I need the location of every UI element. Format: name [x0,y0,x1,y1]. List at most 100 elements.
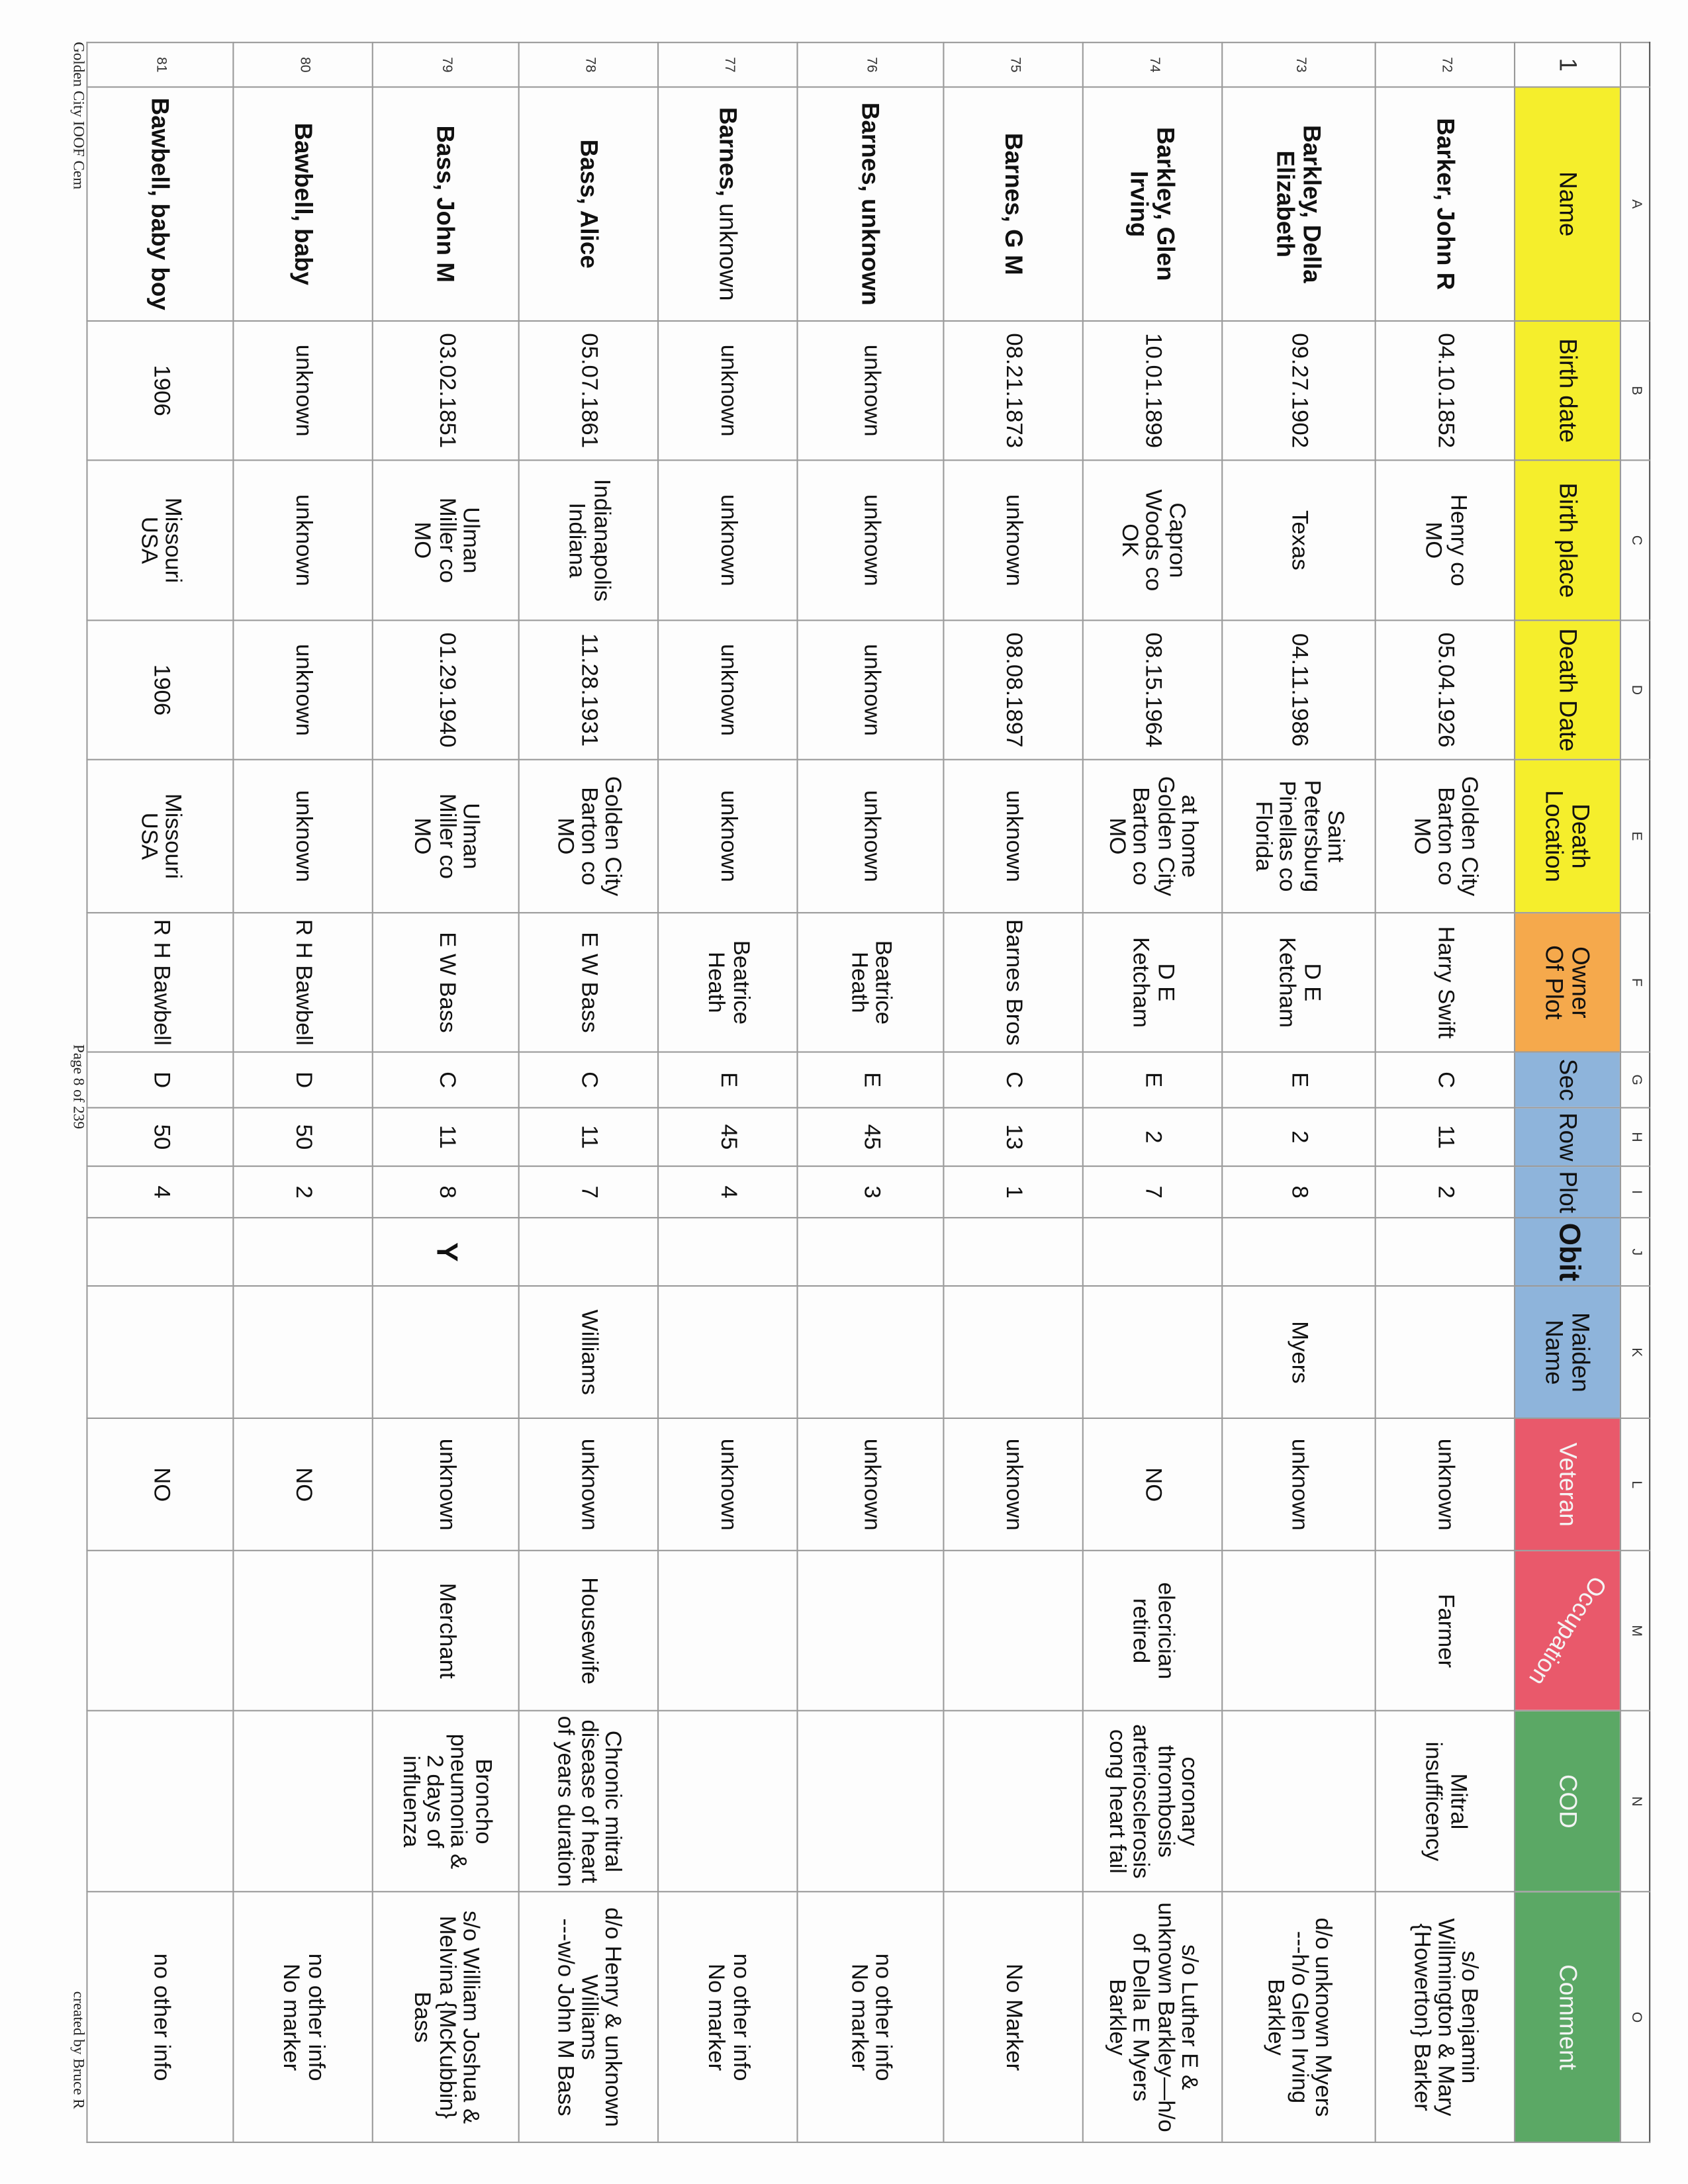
veteran-cell: unknown [518,1418,659,1551]
surname: Barnes, unknown [857,102,885,306]
maiden-name-cell [797,1286,944,1419]
row-number: 74 [1082,42,1223,87]
header-cell: Birth place [1515,460,1620,621]
section-cell: E [1082,1052,1223,1108]
header-label: Birth place [1554,482,1582,598]
death-date-cell: unknown [233,620,373,760]
footer-page-number: Page 8 of 239 [70,1044,87,1129]
veteran-cell: NO [233,1418,373,1551]
header-cell: Name [1515,87,1620,321]
birth-date-cell: 04.10.1852 [1375,320,1515,461]
plot-owner-cell: R H Bawbell [87,913,234,1052]
name-cell: Barnes, unknown [797,87,944,321]
section-cell: E [658,1052,798,1108]
birth-place-cell: Ulman Miller co MO [372,460,519,621]
birth-date-cell: unknown [233,320,373,461]
death-date-cell: 04.11.1986 [1222,620,1376,760]
section-cell: C [943,1052,1083,1108]
header-row: 1 Name Birth date Birth place Death Date Deat… [1515,42,1620,2143]
comment-cell: s/o Benjamin Willmington & Mary {Howerto… [1375,1891,1515,2143]
header-label: Occupation [1523,1571,1613,1691]
birth-place-cell: Indianapolis Indiana [518,460,659,621]
birth-place-cell: Capron Woods co OK [1082,460,1223,621]
row-number: 73 [1222,42,1376,87]
plot-owner-cell: D E Ketcham [1222,913,1376,1052]
cause-of-death-cell: Broncho pneumonia & 2 days of influenza [372,1711,519,1892]
table-row: 79 Bass, John M 03.02.1851 Ulman Miller co … [372,42,519,2143]
occupation-cell [233,1551,373,1711]
surname: Barker, John R [1431,118,1460,291]
death-date-cell: 01.29.1940 [372,620,519,760]
death-location-cell: unknown [658,759,798,913]
column-letter: L [1620,1418,1650,1551]
row-cell: 13 [943,1107,1083,1167]
veteran-cell: unknown [372,1418,519,1551]
header-cell: Row [1515,1107,1620,1167]
occupation-cell [87,1551,234,1711]
death-date-cell: 1906 [87,620,234,760]
header-label: Veteran [1554,1442,1582,1527]
birth-place-cell: unknown [658,460,798,621]
surname: Bawbell, baby boy [146,97,175,310]
name-cell: Bawbell, baby boy [87,87,234,321]
row-cell: 50 [233,1107,373,1167]
comment-cell: s/o William Joshua & Melvina {McKubbin} … [372,1891,519,2143]
occupation-cell: elecrician retired [1082,1551,1223,1711]
row-cell: 45 [797,1107,944,1167]
obit-cell [1375,1218,1515,1287]
table-row: 80 Bawbell, baby unknown unknown unknown unkn… [233,42,373,2143]
death-location-cell: unknown [233,759,373,913]
surname: Bass, Alice [575,139,603,269]
death-date-cell: 11.28.1931 [518,620,659,760]
name-cell: Bass, John M [372,87,519,321]
birth-date-cell: 09.27.1902 [1222,320,1376,461]
plot-owner-cell: Beatrice Heath [797,913,944,1052]
death-date-cell: 08.15.1964 [1082,620,1223,760]
header-label: COD [1554,1774,1582,1829]
plot-cell: 1 [943,1166,1083,1218]
row-number: 78 [518,42,659,87]
cause-of-death-cell: Chronic mitral disease of heart of years… [518,1711,659,1892]
header-cell: Owner Of Plot [1515,913,1620,1052]
header-label: Comment [1554,1964,1582,2070]
occupation-cell [797,1551,944,1711]
birth-date-cell: 1906 [87,320,234,461]
surname: Barnes, G M [999,132,1028,275]
column-letter: J [1620,1218,1650,1287]
death-location-cell: Missouri USA [87,759,234,913]
header-cell: Sec [1515,1052,1620,1108]
row-cell: 50 [87,1107,234,1167]
header-cell: Veteran [1515,1418,1620,1551]
column-letter: N [1620,1711,1650,1892]
column-letter: B [1620,320,1650,461]
table-row: 76 Barnes, unknown unknown unknown unknown un… [797,42,944,2143]
header-label: Row [1554,1113,1582,1161]
table-row: 78 Bass, Alice 05.07.1861 Indianapolis Indi… [518,42,659,2143]
birth-place-cell: Missouri USA [87,460,234,621]
row-cell: 2 [1222,1107,1376,1167]
header-cell: Death Location [1515,759,1620,913]
header-cell: Plot [1515,1166,1620,1218]
maiden-name-cell [943,1286,1083,1419]
death-location-cell: Saint Petersburg Pinellas co Florida [1222,759,1376,913]
column-letter: G [1620,1052,1650,1108]
obit-cell [658,1218,798,1287]
header-cell: Obit [1515,1218,1620,1287]
column-letter: O [1620,1891,1650,2143]
cause-of-death-cell [233,1711,373,1892]
header-cell: Death Date [1515,620,1620,760]
birth-date-cell: unknown [797,320,944,461]
veteran-cell: unknown [797,1418,944,1551]
header-cell: Maiden Name [1515,1286,1620,1419]
comment-cell: s/o Luther E & unknown Barkley—h/o of De… [1082,1891,1223,2143]
cause-of-death-cell: Mitral insufficency [1375,1711,1515,1892]
name-cell: Barnes, unknown [658,87,798,321]
row-cell: 11 [372,1107,519,1167]
header-cell: Birth date [1515,320,1620,461]
birth-place-cell: Texas [1222,460,1376,621]
table-row: 73 Barkley, Della Elizabeth 09.27.1902 Texa… [1222,42,1376,2143]
header-label: Sec [1554,1058,1582,1101]
given-name: unknown [714,203,742,301]
birth-date-cell: 03.02.1851 [372,320,519,461]
